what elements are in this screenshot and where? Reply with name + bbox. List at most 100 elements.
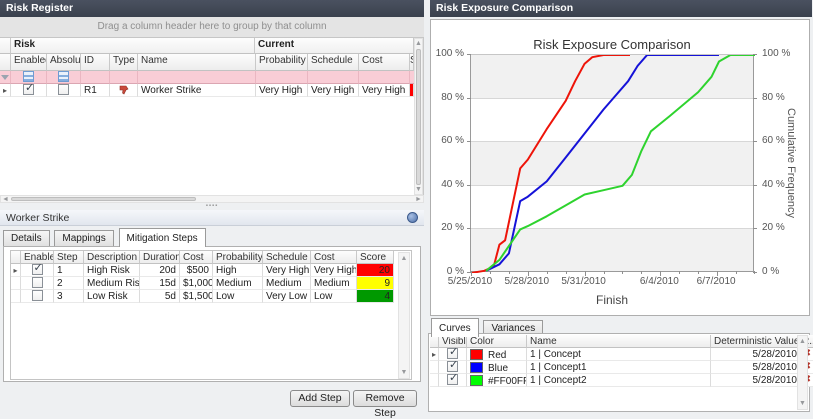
curve-visible-cell[interactable]	[439, 374, 467, 387]
step-score-cell[interactable]: 9	[357, 277, 394, 290]
band-header-risk[interactable]: Risk	[11, 38, 255, 54]
group-by-drop-area[interactable]: Drag a column header here to group by th…	[0, 17, 424, 38]
column-header-probability[interactable]: Probability	[213, 251, 263, 264]
risk-id-cell[interactable]: R1	[81, 84, 110, 97]
step-duration-cell[interactable]: 15d	[140, 277, 180, 290]
checkbox-filter-icon[interactable]	[23, 71, 34, 82]
step-description-cell[interactable]: Medium Risk	[84, 277, 140, 290]
checkbox-filter-icon[interactable]	[58, 71, 69, 82]
vertical-scrollbar[interactable]	[797, 335, 808, 410]
column-header-color[interactable]: Color	[467, 335, 527, 348]
mitigation-step-row[interactable]: ▸ 1 High Risk 20d $500 High Very High Ve…	[11, 264, 394, 277]
column-header-name[interactable]: Name	[138, 54, 256, 71]
step-number-cell[interactable]: 1	[54, 264, 84, 277]
column-header-absolute[interactable]: Absolu...	[47, 54, 81, 71]
curve-deterministic-cell[interactable]: 5/28/2010	[711, 374, 801, 387]
step-duration-cell[interactable]: 20d	[140, 264, 180, 277]
column-header-schedule[interactable]: Schedule	[308, 54, 359, 71]
step-cost2-cell[interactable]: Low	[311, 290, 357, 303]
enabled-checkbox[interactable]	[31, 290, 43, 301]
enabled-checkbox[interactable]	[23, 84, 34, 95]
remove-step-button[interactable]: Remove Step	[353, 390, 417, 419]
tab-variances[interactable]: Variances	[483, 320, 544, 337]
column-header-step[interactable]: Step	[54, 251, 84, 264]
risk-score-cell[interactable]	[410, 84, 414, 97]
visible-checkbox[interactable]	[447, 348, 458, 359]
filter-cell-type[interactable]	[110, 71, 138, 84]
add-step-button[interactable]: Add Step	[290, 390, 350, 407]
tab-mappings[interactable]: Mappings	[54, 230, 114, 247]
risk-cost-cell[interactable]: Very High	[359, 84, 410, 97]
step-probability-cell[interactable]: Medium	[213, 277, 263, 290]
step-number-cell[interactable]: 3	[54, 290, 84, 303]
vertical-scrollbar[interactable]	[398, 252, 410, 379]
column-header-probability[interactable]: Probability	[256, 54, 308, 71]
curve-deterministic-cell[interactable]: 5/28/2010	[711, 348, 801, 361]
scroll-right-icon[interactable]	[415, 196, 422, 203]
curve-name-cell[interactable]: 1 | Concept2	[527, 374, 711, 387]
curve-color-cell[interactable]: #FF00FF00	[467, 374, 527, 387]
step-number-cell[interactable]: 2	[54, 277, 84, 290]
tab-details[interactable]: Details	[3, 230, 50, 247]
band-header-current[interactable]: Current	[255, 38, 414, 54]
step-score-cell[interactable]: 20	[357, 264, 394, 277]
collapse-pin-icon[interactable]	[407, 212, 418, 223]
step-enabled-cell[interactable]	[21, 264, 54, 277]
column-header-id[interactable]: ID	[81, 54, 110, 71]
filter-cell-probability[interactable]	[256, 71, 308, 84]
curve-visible-cell[interactable]	[439, 361, 467, 374]
filter-cell-cost[interactable]	[359, 71, 410, 84]
scroll-down-icon[interactable]	[399, 369, 409, 376]
column-header-deterministic-value[interactable]: Deterministic Value	[711, 335, 801, 348]
column-header-type[interactable]: Type	[110, 54, 138, 71]
horizontal-scrollbar[interactable]	[0, 195, 424, 203]
step-cost-cell[interactable]: $500	[180, 264, 213, 277]
curve-deterministic-cell[interactable]: 5/28/2010	[711, 361, 801, 374]
risk-probability-cell[interactable]: Very High	[256, 84, 308, 97]
risk-type-cell[interactable]	[110, 84, 138, 97]
curve-name-cell[interactable]: 1 | Concept	[527, 348, 711, 361]
step-enabled-cell[interactable]	[21, 277, 54, 290]
tab-mitigation-steps[interactable]: Mitigation Steps	[118, 228, 206, 247]
scroll-up-icon[interactable]	[415, 40, 422, 47]
step-probability-cell[interactable]: Low	[213, 290, 263, 303]
step-enabled-cell[interactable]	[21, 290, 54, 303]
column-header-schedule[interactable]: Schedule	[263, 251, 311, 264]
step-schedule-cell[interactable]: Medium	[263, 277, 311, 290]
step-duration-cell[interactable]: 5d	[140, 290, 180, 303]
visible-checkbox[interactable]	[447, 374, 458, 385]
curve-row[interactable]: Blue 1 | Concept1 5/28/2010	[430, 361, 813, 374]
enabled-checkbox[interactable]	[31, 277, 43, 288]
scrollbar-thumb[interactable]	[416, 49, 421, 185]
visible-checkbox[interactable]	[447, 361, 458, 372]
mitigation-step-row[interactable]: 3 Low Risk 5d $1,500 Low Very Low Low 4	[11, 290, 394, 303]
horizontal-splitter[interactable]: ▪▪▪▪	[0, 203, 424, 210]
curve-visible-cell[interactable]	[439, 348, 467, 361]
color-swatch[interactable]	[470, 349, 483, 360]
column-header-duration[interactable]: Duration	[140, 251, 180, 264]
step-description-cell[interactable]: High Risk	[84, 264, 140, 277]
column-header-name[interactable]: Name	[527, 335, 711, 348]
color-swatch[interactable]	[470, 362, 483, 373]
column-header-cost[interactable]: Cost	[180, 251, 213, 264]
step-score-cell[interactable]: 4	[357, 290, 394, 303]
color-swatch[interactable]	[470, 375, 483, 386]
column-header-score[interactable]: Sc	[410, 54, 414, 71]
mitigation-step-row[interactable]: 2 Medium Risk 15d $1,000 Medium Medium M…	[11, 277, 394, 290]
filter-cell-enabled[interactable]	[11, 71, 47, 84]
scrollbar-thumb[interactable]	[11, 197, 196, 201]
column-header-cost2[interactable]: Cost	[311, 251, 357, 264]
filter-cell-schedule[interactable]	[308, 71, 359, 84]
curve-color-cell[interactable]: Red	[467, 348, 527, 361]
scroll-down-icon[interactable]	[798, 400, 807, 407]
step-schedule-cell[interactable]: Very High	[263, 264, 311, 277]
column-header-description[interactable]: Description	[84, 251, 140, 264]
risk-enabled-cell[interactable]	[11, 84, 47, 97]
step-schedule-cell[interactable]: Very Low	[263, 290, 311, 303]
risk-absolute-cell[interactable]	[47, 84, 81, 97]
step-cost2-cell[interactable]: Very High	[311, 264, 357, 277]
scroll-up-icon[interactable]	[798, 338, 807, 345]
risk-schedule-cell[interactable]: Very High	[308, 84, 359, 97]
scroll-up-icon[interactable]	[399, 255, 409, 262]
filter-cell-id[interactable]	[81, 71, 110, 84]
